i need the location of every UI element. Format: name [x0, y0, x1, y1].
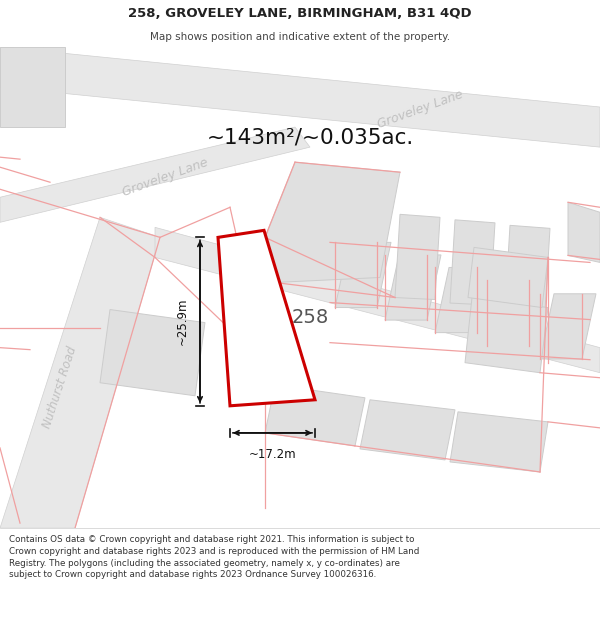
Text: Contains OS data © Crown copyright and database right 2021. This information is : Contains OS data © Crown copyright and d… [9, 535, 419, 579]
Text: ~17.2m: ~17.2m [248, 448, 296, 461]
Polygon shape [265, 385, 365, 446]
Polygon shape [505, 226, 550, 311]
Polygon shape [465, 298, 548, 372]
Polygon shape [0, 47, 65, 127]
Text: Groveley Lane: Groveley Lane [376, 88, 464, 131]
Polygon shape [468, 248, 548, 308]
Text: Map shows position and indicative extent of the property.: Map shows position and indicative extent… [150, 31, 450, 41]
Polygon shape [0, 217, 160, 528]
Polygon shape [568, 202, 600, 262]
Text: ~143m²/~0.035ac.: ~143m²/~0.035ac. [206, 127, 413, 147]
Text: 258, GROVELEY LANE, BIRMINGHAM, B31 4QD: 258, GROVELEY LANE, BIRMINGHAM, B31 4QD [128, 7, 472, 19]
Text: 258: 258 [292, 308, 329, 327]
Polygon shape [360, 400, 455, 460]
Polygon shape [265, 162, 400, 282]
Polygon shape [218, 231, 315, 406]
Polygon shape [450, 412, 548, 472]
Polygon shape [395, 214, 440, 299]
Text: ~25.9m: ~25.9m [176, 298, 188, 346]
Polygon shape [450, 220, 495, 305]
Polygon shape [385, 255, 441, 320]
Text: Groveley Lane: Groveley Lane [121, 156, 209, 199]
Polygon shape [0, 127, 310, 222]
Polygon shape [155, 228, 600, 372]
Polygon shape [0, 47, 600, 147]
Polygon shape [487, 281, 543, 346]
Polygon shape [435, 268, 491, 332]
Text: Nuthurst Road: Nuthurst Road [41, 345, 79, 431]
Polygon shape [540, 294, 596, 359]
Polygon shape [335, 242, 391, 308]
Polygon shape [100, 309, 205, 396]
